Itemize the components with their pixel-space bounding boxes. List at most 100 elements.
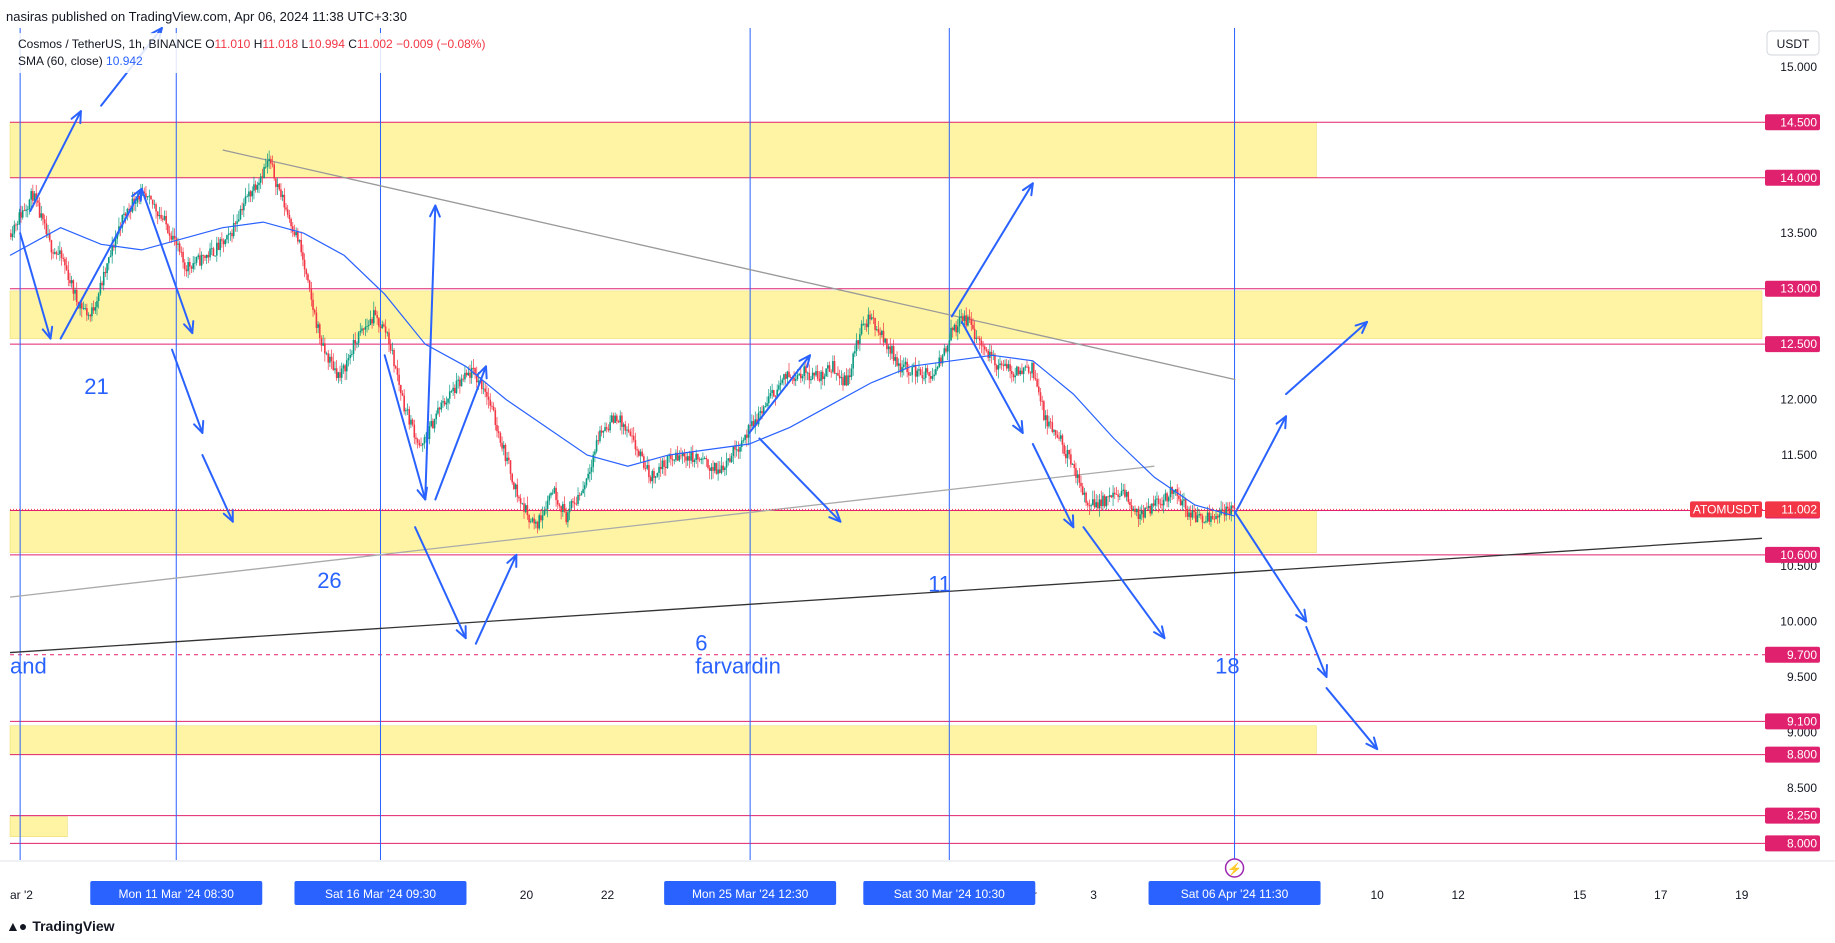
candle-569 <box>970 311 973 332</box>
candle-body <box>916 370 919 377</box>
candle-123 <box>217 237 220 251</box>
candle-324 <box>556 491 559 509</box>
candle-body <box>116 233 119 240</box>
candle-body <box>1061 435 1064 445</box>
candle-body <box>342 365 345 369</box>
candle-535 <box>913 362 915 368</box>
candle-body <box>1012 374 1015 378</box>
candle-body <box>442 401 444 403</box>
candle-body <box>349 354 351 359</box>
candle-620 <box>1056 430 1059 439</box>
candle-body <box>719 469 721 474</box>
candle-36 <box>70 275 73 288</box>
candle-579 <box>987 348 989 362</box>
candle-body <box>953 324 956 331</box>
candle-body <box>432 420 434 429</box>
candle-430 <box>735 440 738 457</box>
candle-638 <box>1086 500 1089 509</box>
candle-250 <box>432 418 434 429</box>
candle-body <box>124 213 127 216</box>
candle-546 <box>931 367 934 381</box>
candle-body <box>612 415 615 423</box>
candle-body <box>1178 495 1180 500</box>
candle-234 <box>405 407 407 416</box>
candle-body <box>524 505 527 512</box>
candle-body <box>138 196 140 200</box>
candle-body <box>104 272 107 274</box>
candle-192 <box>334 361 336 374</box>
candle-body <box>573 502 576 504</box>
candle-185 <box>322 334 324 346</box>
candle-685 <box>1166 491 1168 508</box>
candle-body <box>502 444 505 449</box>
candle-0 <box>10 229 12 240</box>
candle-621 <box>1058 432 1060 442</box>
candle-body <box>126 208 129 216</box>
candle-body <box>923 377 925 379</box>
candle-95 <box>170 231 173 244</box>
candle-body <box>43 219 46 224</box>
candle-45 <box>86 303 88 321</box>
candle-body <box>199 255 201 266</box>
candle-180 <box>313 308 316 315</box>
candle-body <box>275 178 277 187</box>
candle-body <box>1140 510 1143 515</box>
candle-157 <box>275 177 277 196</box>
candle-682 <box>1161 496 1163 511</box>
candle-body <box>30 191 32 200</box>
candle-87 <box>156 211 159 225</box>
candle-body <box>398 374 400 385</box>
candle-7 <box>21 206 24 220</box>
candle-347 <box>595 435 598 454</box>
candle-119 <box>210 239 213 256</box>
candle-body <box>610 415 613 423</box>
candle-body <box>813 372 816 376</box>
candle-body <box>1125 492 1128 497</box>
candle-372 <box>637 448 640 458</box>
candle-552 <box>941 353 944 367</box>
candle-594 <box>1012 371 1015 382</box>
candle-622 <box>1059 430 1062 442</box>
candle-92 <box>165 210 167 231</box>
annotation-5: 18 <box>1215 654 1239 679</box>
candle-610 <box>1039 388 1042 406</box>
candle-body <box>713 463 716 471</box>
candle-body <box>1039 392 1042 402</box>
currency-box <box>1766 30 1820 56</box>
candle-body <box>384 326 387 333</box>
candle-body <box>529 521 532 523</box>
candle-body <box>779 382 782 386</box>
candle-432 <box>739 443 741 460</box>
candle-718 <box>1221 502 1224 514</box>
arrow-shaft <box>748 354 812 434</box>
candle-body <box>273 164 276 179</box>
candle-body <box>114 239 117 248</box>
candle-700 <box>1191 505 1194 520</box>
candle-111 <box>197 253 200 260</box>
tradingview-logo[interactable]: ▲● TradingView <box>6 918 115 934</box>
candle-434 <box>742 437 745 444</box>
candle-body <box>963 315 966 321</box>
x-tick-4: 12 <box>1452 888 1466 902</box>
candle-body <box>251 190 254 197</box>
arrow-head <box>506 553 518 568</box>
candle-body <box>1102 495 1104 507</box>
candle-701 <box>1193 504 1195 519</box>
candle-303 <box>521 502 524 505</box>
candle-542 <box>924 363 927 385</box>
candle-140 <box>246 194 249 198</box>
price-axis: 15.00013.50012.00011.50010.50010.0009.50… <box>10 0 1835 860</box>
candle-51 <box>96 296 98 316</box>
candle-104 <box>185 265 188 277</box>
candle-345 <box>592 451 595 473</box>
candle-body <box>378 317 380 327</box>
candle-702 <box>1194 508 1197 523</box>
candle-560 <box>955 321 957 337</box>
candle-5 <box>18 208 21 225</box>
candle-body <box>835 372 838 374</box>
candle-242 <box>418 439 421 448</box>
zone-0 <box>9 122 1317 179</box>
arrow-head <box>1012 419 1024 434</box>
candle-body <box>686 456 689 461</box>
